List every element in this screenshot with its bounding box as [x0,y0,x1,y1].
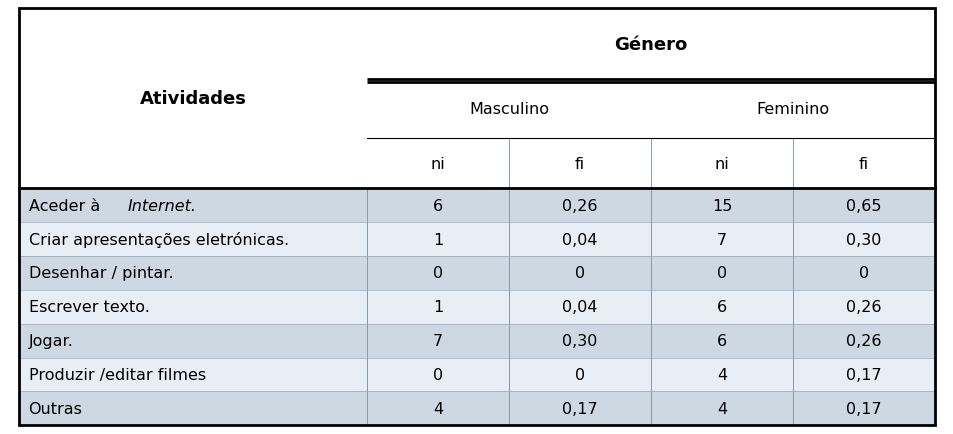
Text: 7: 7 [716,232,726,247]
Text: 4: 4 [716,367,726,382]
Text: 0,30: 0,30 [845,232,881,247]
Text: Outras: Outras [29,401,82,416]
Text: ni: ni [714,156,729,171]
Text: 4: 4 [433,401,443,416]
Bar [19,9,934,80]
Text: 0,17: 0,17 [845,401,881,416]
Text: 0: 0 [575,266,584,281]
Text: Escrever texto.: Escrever texto. [29,299,150,315]
Text: 0,04: 0,04 [561,299,598,315]
Text: 15: 15 [711,198,731,213]
Text: 7: 7 [433,333,443,349]
Text: Género: Género [614,36,687,53]
Text: 1: 1 [433,232,443,247]
Text: fi: fi [575,156,584,171]
Text: 0: 0 [716,266,726,281]
Text: 0,30: 0,30 [561,333,598,349]
Text: 6: 6 [716,299,726,315]
Text: 0,26: 0,26 [845,333,881,349]
Text: fi: fi [858,156,868,171]
Text: 0,65: 0,65 [845,198,881,213]
Text: 0: 0 [858,266,868,281]
Text: Jogar.: Jogar. [29,333,73,349]
Text: 1: 1 [433,299,443,315]
Text: 0: 0 [433,367,443,382]
Bar [19,256,934,290]
Text: Atividades: Atividades [139,90,246,108]
Text: Criar apresentações eletrónicas.: Criar apresentações eletrónicas. [29,231,289,247]
Text: 0: 0 [575,367,584,382]
Bar [19,80,934,189]
Text: 0,26: 0,26 [845,299,881,315]
Text: 0,04: 0,04 [561,232,598,247]
Bar [19,189,934,223]
Bar [19,223,934,256]
Text: Desenhar / pintar.: Desenhar / pintar. [29,266,173,281]
Bar [19,290,934,324]
Text: Masculino: Masculino [469,102,549,117]
Bar [19,358,934,391]
Text: 6: 6 [433,198,443,213]
Text: 0,26: 0,26 [561,198,598,213]
Text: 0,17: 0,17 [561,401,598,416]
Text: 4: 4 [716,401,726,416]
Text: 0: 0 [433,266,443,281]
Bar [19,391,934,425]
Text: Feminino: Feminino [756,102,829,117]
Text: 0,17: 0,17 [845,367,881,382]
Text: Aceder à: Aceder à [29,198,105,213]
Bar [19,324,934,358]
Text: ni: ni [430,156,445,171]
Text: Produzir /editar filmes: Produzir /editar filmes [29,367,206,382]
Text: 6: 6 [716,333,726,349]
Text: Internet.: Internet. [127,198,196,213]
